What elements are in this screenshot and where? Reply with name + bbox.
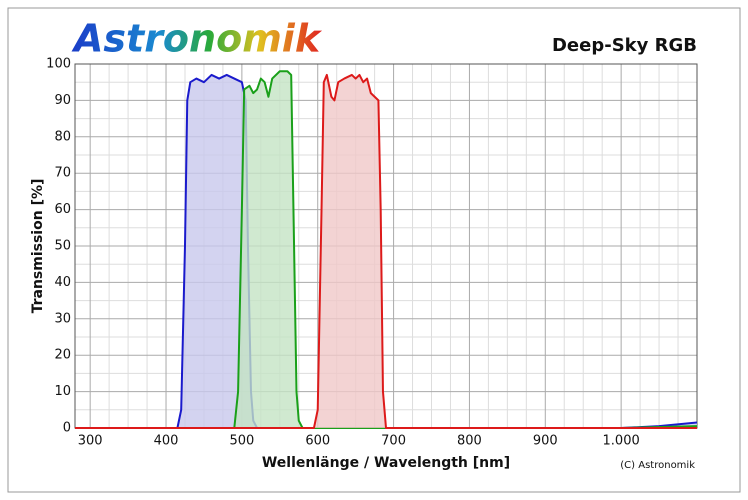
y-tick-label: 100 <box>46 57 71 72</box>
line <box>75 70 698 429</box>
line <box>75 73 697 429</box>
logo: Astronomik <box>71 17 323 61</box>
x-tick-label: 600 <box>305 434 330 449</box>
area <box>75 74 697 429</box>
y-tick-label: 80 <box>54 129 71 144</box>
y-tick-label: 70 <box>54 166 71 181</box>
credit: (C) Astronomik <box>620 460 695 471</box>
x-axis-label: Wellenlänge / Wavelength [nm] <box>262 455 510 471</box>
y-tick-label: 30 <box>54 311 71 326</box>
x-tick-label: 1.000 <box>603 434 640 449</box>
y-tick-label: 40 <box>54 275 71 290</box>
y-tick-label: 10 <box>54 384 71 399</box>
y-tick-label: 20 <box>54 348 71 363</box>
x-tick-label: 900 <box>533 434 558 449</box>
x-tick-label: 400 <box>154 434 179 449</box>
y-tick-label: 0 <box>63 421 71 436</box>
x-tick-label: 300 <box>78 434 103 449</box>
x-tick-label: 700 <box>381 434 406 449</box>
y-tick-label: 50 <box>54 239 71 254</box>
x-tick-label: 500 <box>229 434 254 449</box>
y-axis-label: Transmission [%] <box>30 179 46 314</box>
y-tick-label: 90 <box>54 93 71 108</box>
chart-title: Deep-Sky RGB <box>552 35 697 56</box>
y-tick-label: 60 <box>54 202 71 217</box>
x-tick-label: 800 <box>457 434 482 449</box>
